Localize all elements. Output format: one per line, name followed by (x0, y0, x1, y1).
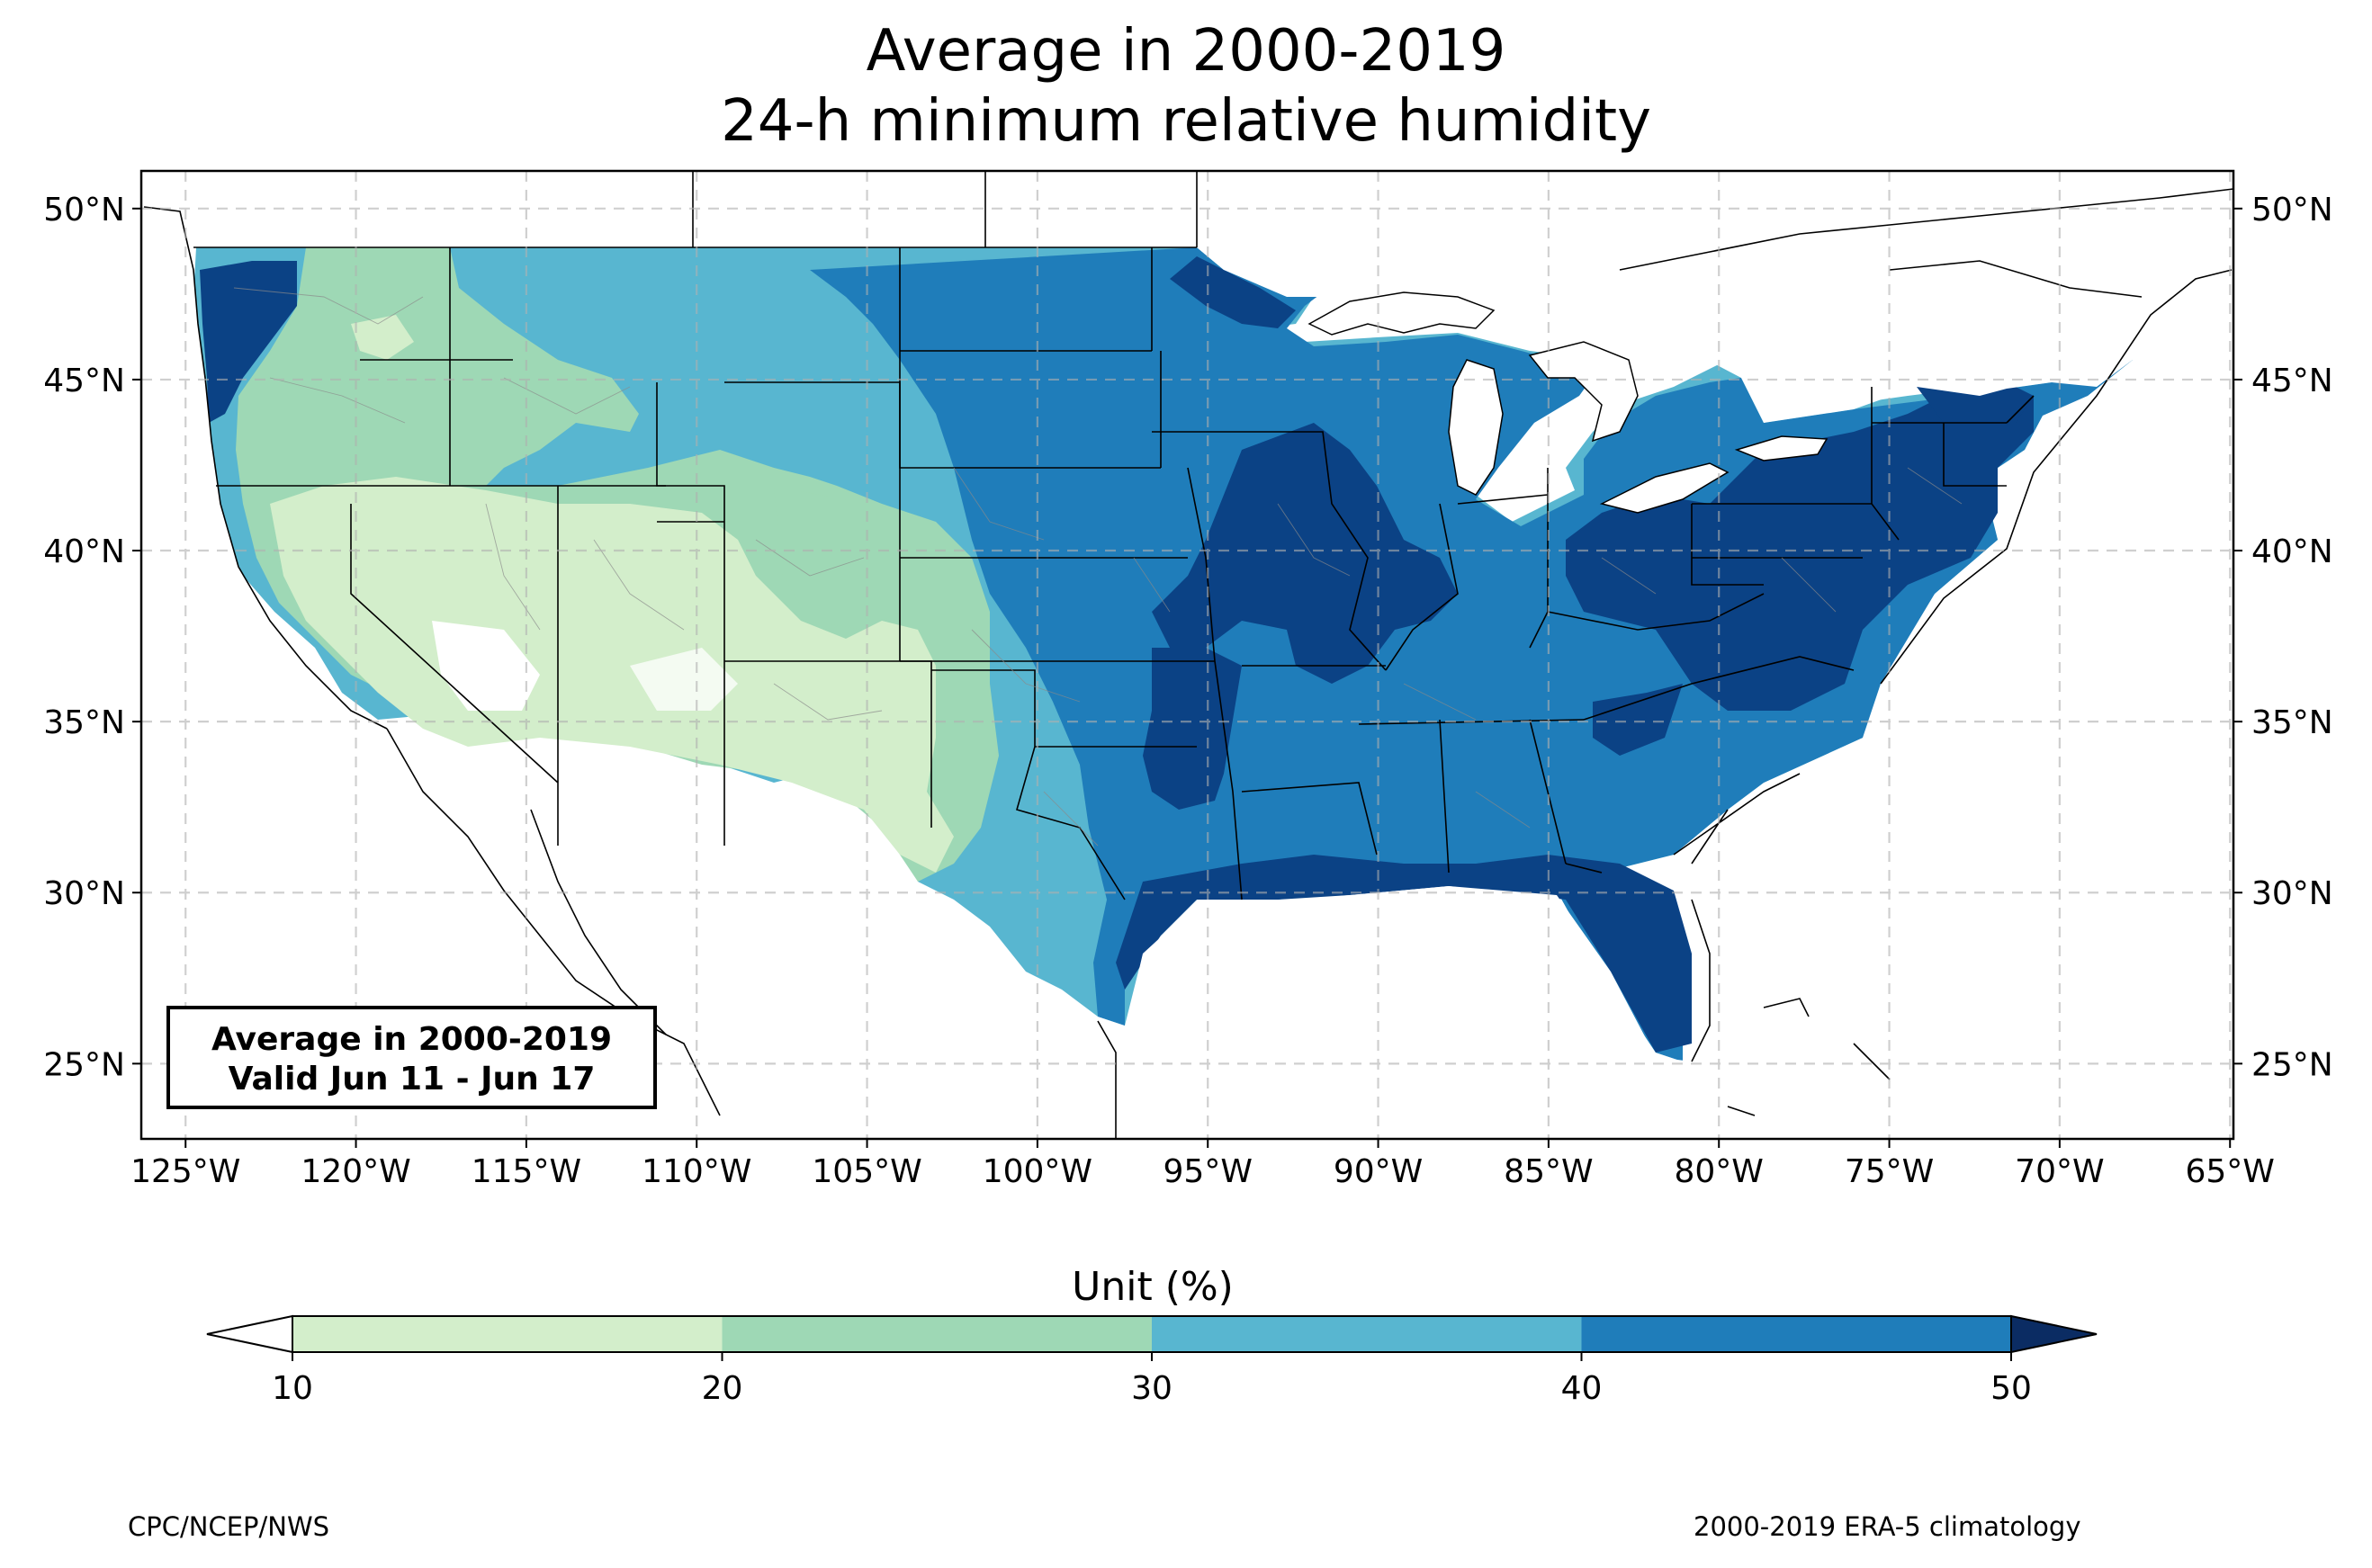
credit-left: CPC/NCEP/NWS (128, 1511, 330, 1542)
colorbar-under-arrow (206, 1314, 293, 1354)
lon-tick-label: 95°W (1164, 1153, 1253, 1190)
lat-tick-label-right: 50°N (2251, 192, 2333, 228)
lat-tick-label-right: 30°N (2251, 875, 2333, 912)
lon-tick-label: 105°W (812, 1153, 921, 1190)
colorbar-segment (722, 1316, 1153, 1352)
lat-tick-label-left: 30°N (43, 875, 125, 912)
contour-below-10 (432, 621, 540, 711)
lat-tick-label-right: 35°N (2251, 704, 2333, 741)
colorbar-tick-label: 40 (1561, 1370, 1603, 1407)
lat-tick-label-left: 35°N (43, 704, 125, 741)
contour-below-10-b (630, 648, 738, 711)
colorbar-segment (1581, 1316, 2012, 1352)
colorbar-segment (292, 1316, 723, 1352)
lon-tick-label: 90°W (1334, 1153, 1423, 1190)
state-borders (193, 246, 2035, 900)
contour-20-30-extra (774, 486, 909, 630)
canada-borders (692, 171, 2233, 298)
contour-lt-20 (270, 477, 954, 873)
contour-gt-50-ne (1566, 389, 2034, 711)
colorbar-segment (1152, 1316, 1582, 1352)
lake-huron (1528, 341, 1639, 443)
lake-erie (1599, 462, 1730, 514)
county-lines (233, 287, 1963, 847)
mask-gulf-atlantic (1125, 306, 2233, 1139)
colorbar-tick-label: 30 (1131, 1370, 1173, 1407)
colorbar-tick-label: 20 (702, 1370, 743, 1407)
lon-tick-label: 125°W (130, 1153, 240, 1190)
contour-lt-20-nw (351, 315, 414, 360)
info-box-line-1: Average in 2000-2019 (211, 1021, 613, 1058)
mask-mexico-pacific (141, 234, 1134, 1139)
contour-gt-50-ozarks (1143, 648, 1242, 810)
colorbar-tick-label: 50 (1990, 1370, 2032, 1407)
lon-tick-label: 75°W (1845, 1153, 1934, 1190)
lat-tick-label-left: 50°N (43, 192, 125, 228)
lon-tick-label: 65°W (2186, 1153, 2275, 1190)
lake-ontario (1734, 435, 1828, 461)
lat-tick-label-right: 45°N (2251, 363, 2333, 399)
contour-gt-50-me (1917, 382, 2034, 423)
lake-superior (1307, 291, 1496, 336)
coastline (143, 206, 2233, 1139)
lat-tick-label-left: 25°N (43, 1046, 125, 1083)
latitude-axis: 50°N 50°N 45°N 45°N 40°N 40°N 35°N 35°N 30°N 30°N… (43, 192, 2333, 1084)
contour-gt-50-fl-ga (1593, 684, 1683, 756)
mask-canada (141, 171, 2233, 423)
lon-tick-label: 120°W (301, 1153, 410, 1190)
colorbar-tick-label: 10 (272, 1370, 313, 1407)
map-frame (139, 169, 2235, 1141)
colorbar-title: Unit (%) (1072, 1264, 1234, 1310)
lon-tick-label: 85°W (1504, 1153, 1593, 1190)
lon-tick-label: 110°W (642, 1153, 751, 1190)
lon-tick-label: 80°W (1675, 1153, 1764, 1190)
info-box: Average in 2000-2019 Valid Jun 11 - Jun … (166, 1006, 657, 1109)
lat-tick-label-right: 40°N (2251, 533, 2333, 570)
title-line-2: 24-h minimum relative humidity (721, 88, 1651, 155)
info-box-line-2: Valid Jun 11 - Jun 17 (228, 1061, 596, 1098)
lon-tick-label: 70°W (2015, 1153, 2104, 1190)
contour-gt-50-nw (200, 261, 297, 423)
lake-michigan (1448, 359, 1504, 496)
credit-right: 2000-2019 ERA-5 climatology (1694, 1511, 2081, 1542)
lat-tick-label-left: 40°N (43, 533, 125, 570)
lat-tick-label-right: 25°N (2251, 1046, 2333, 1083)
lon-tick-label: 100°W (983, 1153, 1092, 1190)
lat-tick-label-left: 45°N (43, 363, 125, 399)
contour-gt-50-midwest (1152, 423, 1458, 684)
contour-gt-50-gulf (1116, 855, 1692, 1053)
colorbar: 10 20 30 40 50 (206, 1314, 2098, 1407)
chart-title: Average in 2000-2019 24-h minimum relati… (0, 16, 2372, 157)
contour-gt-50-mn (1170, 256, 1296, 328)
title-line-1: Average in 2000-2019 (866, 18, 1506, 85)
colorbar-over-arrow (2010, 1314, 2098, 1354)
map-content (141, 171, 2233, 1139)
longitude-axis: 125°W 120°W 115°W 110°W 105°W 100°W 95°W 90°W 85… (130, 1139, 2275, 1190)
lon-tick-label: 115°W (472, 1153, 581, 1190)
